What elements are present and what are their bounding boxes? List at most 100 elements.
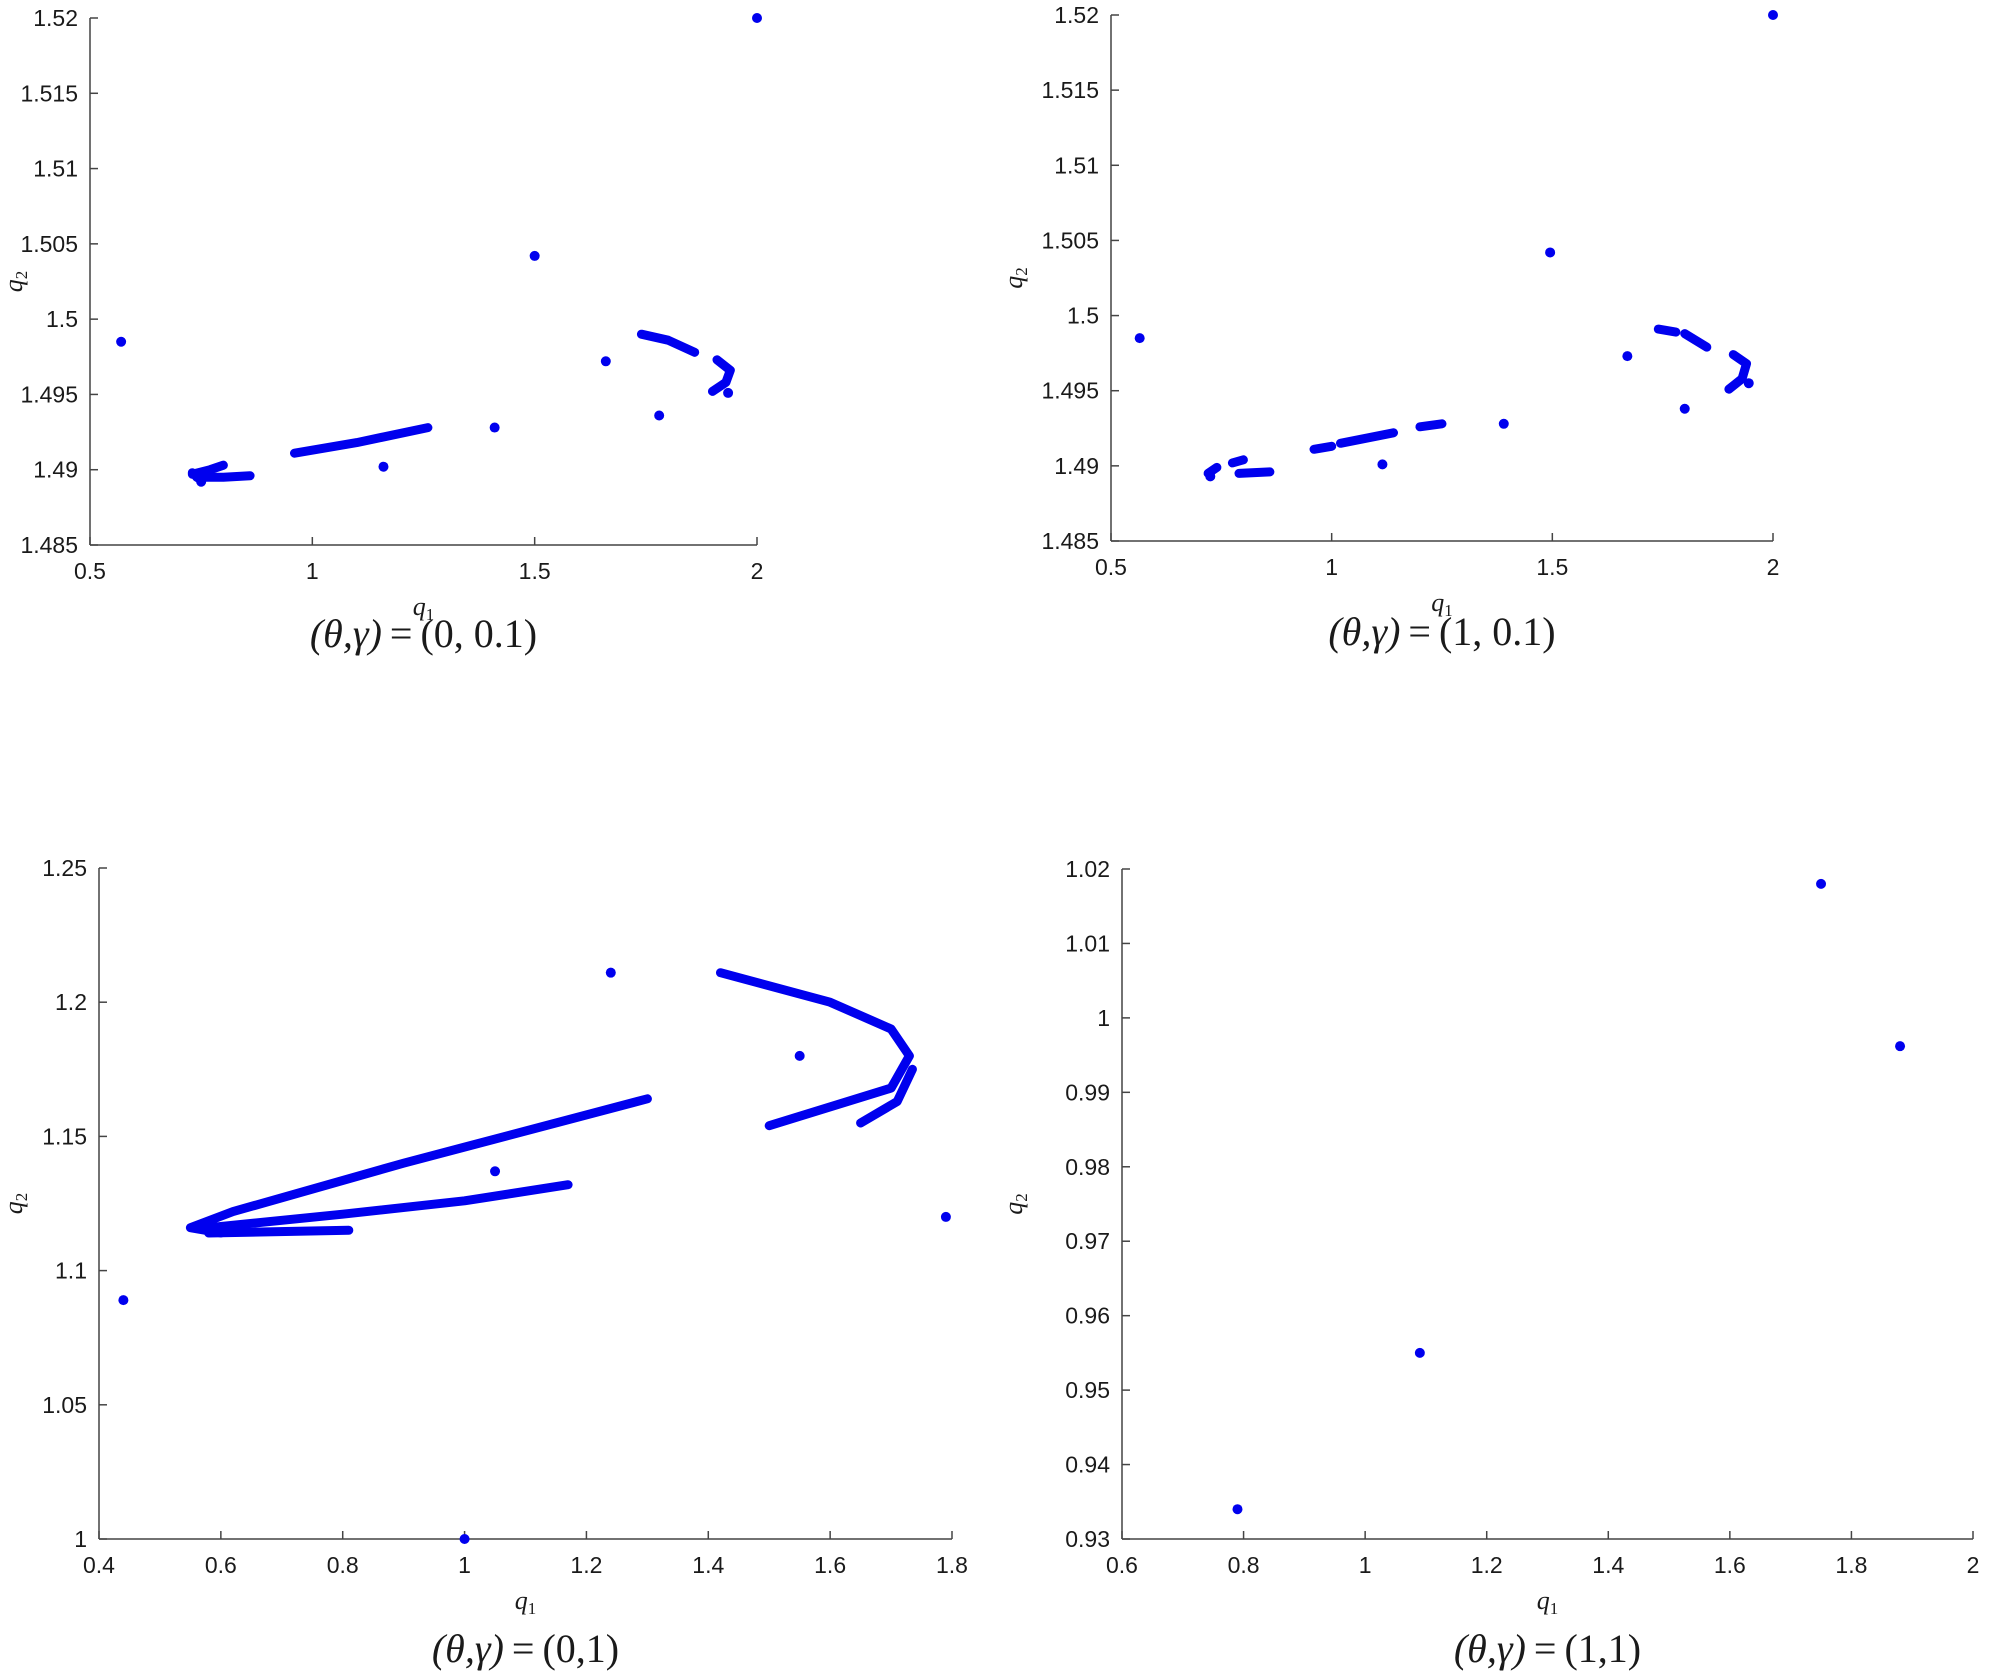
y-tick-label: 0.93 (1065, 1526, 1110, 1552)
data-point (1377, 459, 1388, 470)
x-tick-label: 1 (1359, 1552, 1372, 1578)
y-axis-title: q2 (0, 1193, 31, 1215)
y-tick-label: 1.485 (20, 532, 78, 558)
y-axis-title-letter: q (0, 279, 28, 292)
x-tick-label: 1.4 (1592, 1552, 1624, 1578)
data-point (1622, 351, 1633, 362)
y-tick-label: 1 (1097, 1005, 1110, 1031)
y-tick-label: 1.495 (1041, 378, 1099, 404)
attractor-curve (192, 471, 255, 482)
data-point (752, 13, 762, 23)
x-axis-title-subscript: 1 (528, 1599, 537, 1618)
caption-parameters: (θ,γ) (1454, 1626, 1526, 1671)
plot-caption: (θ,γ) = (1, 0.1) (1328, 609, 1555, 654)
plot-caption: (θ,γ) = (0,1) (432, 1626, 619, 1671)
attractor-curve (1227, 455, 1248, 468)
x-tick-label: 0.8 (1228, 1552, 1260, 1578)
y-tick-label: 0.98 (1065, 1154, 1110, 1180)
data-point (1134, 333, 1145, 344)
caption-equals: = (512, 1626, 535, 1671)
x-tick-label: 1.5 (1536, 554, 1568, 580)
attractor-curve (1234, 467, 1275, 478)
data-point (1679, 403, 1690, 414)
y-tick-label: 1.505 (1041, 227, 1099, 253)
attractor-curve (1309, 441, 1337, 454)
attractor-curve (1724, 350, 1751, 394)
x-tick-label: 1.8 (936, 1552, 968, 1578)
y-axis-title-letter: q (999, 276, 1028, 289)
caption-equals: = (1408, 609, 1431, 654)
x-axis-title-subscript: 1 (426, 605, 435, 624)
y-tick-label: 1 (74, 1526, 87, 1552)
data-point (490, 1166, 501, 1177)
caption-parameters: (θ,γ) (432, 1626, 504, 1671)
y-axis-title-letter: q (0, 1201, 28, 1214)
data-point (116, 336, 127, 347)
data-point (1205, 471, 1216, 482)
caption-values: (1,1) (1564, 1626, 1641, 1671)
y-tick-label: 1.1 (55, 1258, 87, 1284)
y-tick-label: 1.49 (33, 457, 78, 483)
panel-bottom-right: 0.6 0.8 1 1.2 1.4 1.6 1.8 2 0.93 0.94 0.95 0.96 0.97… (999, 840, 2000, 1679)
y-tick-label: 0.99 (1065, 1079, 1110, 1105)
x-axis-title-subscript: 1 (1444, 601, 1453, 620)
data-point (1498, 418, 1509, 429)
x-axis-title: q1 (515, 1586, 537, 1618)
y-tick-label: 1.505 (20, 231, 78, 257)
y-axis-title-letter: q (999, 1202, 1028, 1215)
x-tick-label: 1.2 (570, 1552, 602, 1578)
y-axis-title: q2 (0, 271, 31, 293)
x-tick-label: 0.6 (1106, 1552, 1138, 1578)
y-tick-label: 1.05 (42, 1392, 87, 1418)
attractor-curve (708, 355, 735, 396)
data-point (1768, 10, 1778, 20)
y-axis-title-subscript: 2 (1012, 267, 1031, 276)
x-tick-label: 0.5 (1095, 554, 1127, 580)
caption-values: (0, 0.1) (420, 611, 537, 656)
data-point (654, 410, 665, 421)
x-tick-label: 0.8 (327, 1552, 359, 1578)
attractor-curve (185, 1094, 652, 1238)
y-tick-label: 1.515 (1041, 77, 1099, 103)
data-point (940, 1211, 951, 1222)
x-axis-title-subscript: 1 (1550, 1599, 1559, 1618)
data-point (600, 356, 611, 367)
y-tick-label: 1.51 (1054, 152, 1099, 178)
data-point (723, 387, 734, 398)
y-tick-label: 1.51 (33, 156, 78, 182)
plot-caption: (θ,γ) = (0, 0.1) (310, 611, 537, 656)
y-tick-label: 1.01 (1065, 930, 1110, 956)
data-point (118, 1295, 129, 1306)
data-point (1816, 878, 1827, 889)
data-point (459, 1534, 470, 1544)
x-tick-label: 1.6 (814, 1552, 846, 1578)
data-point (605, 967, 616, 978)
caption-equals: = (390, 611, 413, 656)
y-axis-title-subscript: 2 (1012, 1193, 1031, 1202)
data-point (1232, 1504, 1243, 1515)
y-tick-label: 0.94 (1065, 1452, 1110, 1478)
data-point (794, 1050, 805, 1061)
x-tick-label: 1.5 (519, 558, 551, 584)
y-tick-label: 1.515 (20, 80, 78, 106)
scatter-plot-top-right: 0.5 1 1.5 21.4851.491.4951.51.5051.511.5151… (999, 2, 1779, 654)
panel-bottom-left: 0.4 0.6 0.8 1 1.2 1.4 1.6 1.8 1 1.05 1.1 1.15 1.2 1.2… (0, 840, 1000, 1679)
scatter-plot-top-left: 0.5 1 1.5 21.4851.491.4951.51.5051.511.5151… (0, 5, 763, 656)
attractor-curve (636, 329, 700, 357)
attractor-curve (187, 468, 204, 484)
attractor-curve (204, 1180, 573, 1233)
data-point (529, 250, 540, 261)
y-tick-label: 0.95 (1065, 1377, 1110, 1403)
y-tick-label: 1.25 (42, 855, 87, 881)
attractor-curve (856, 1064, 917, 1128)
y-tick-label: 0.96 (1065, 1303, 1110, 1329)
data-point (1895, 1041, 1906, 1052)
plot-caption: (θ,γ) = (1,1) (1454, 1626, 1641, 1671)
x-tick-label: 1.6 (1714, 1552, 1746, 1578)
y-tick-label: 1.5 (46, 306, 78, 332)
data-point (1545, 247, 1556, 258)
data-point (489, 422, 500, 433)
caption-values: (0,1) (542, 1626, 619, 1671)
y-axis-title-subscript: 2 (12, 1193, 31, 1202)
y-tick-label: 1.2 (55, 989, 87, 1015)
